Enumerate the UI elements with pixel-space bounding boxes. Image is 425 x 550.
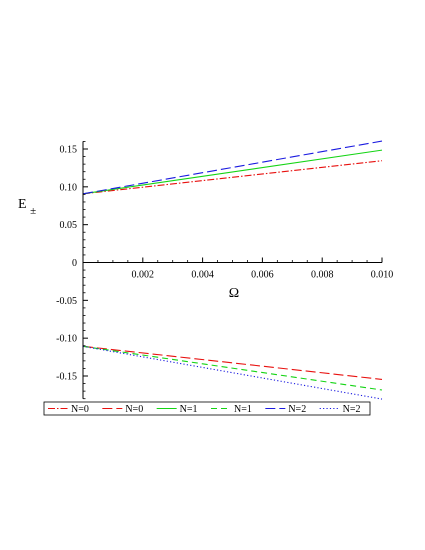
y-axis-label: E ± (18, 197, 36, 217)
x-tick-label: 0.004 (191, 270, 214, 281)
legend: N=0 N=0 N=1 N=1 N=2 N=2 (43, 401, 371, 416)
legend-label-3: N=1 (234, 404, 252, 415)
series-line-2 (82, 149, 383, 195)
y-tick-label: 0.05 (60, 220, 78, 231)
y-tick-label: 0 (72, 258, 77, 269)
y-tick-label: -0.05 (56, 296, 77, 307)
legend-label-0: N=0 (71, 404, 89, 415)
y-tick-label: -0.10 (56, 334, 77, 345)
y-axis-label-sub: ± (30, 205, 36, 217)
legend-label-2: N=1 (180, 404, 198, 415)
series-layer (82, 140, 383, 400)
x-tick-label: 0.006 (251, 270, 274, 281)
x-tick-label: 0.008 (311, 270, 334, 281)
x-tick-label: 0.010 (371, 270, 394, 281)
ticks-layer: 0.15 0.10 0.05 0 -0.05 -0.10 -0.15 0.002 0.004 0.… (56, 141, 394, 400)
legend-label-1: N=0 (125, 404, 143, 415)
y-tick-label: 0.10 (60, 182, 78, 193)
y-tick-label: 0.15 (60, 145, 78, 156)
series-line-3 (82, 345, 383, 391)
x-tick-label: 0.002 (132, 270, 155, 281)
x-axis-label: Ω (229, 286, 239, 301)
series-line-1 (82, 345, 383, 380)
series-line-5 (82, 345, 383, 400)
axes-layer (82, 141, 382, 399)
legend-label-5: N=2 (343, 404, 361, 415)
series-line-4 (82, 140, 383, 195)
legend-label-4: N=2 (288, 404, 306, 415)
series-line-0 (82, 160, 383, 195)
legend-box (43, 401, 371, 416)
y-axis-label-main: E (18, 197, 27, 212)
y-tick-label: -0.15 (56, 372, 77, 383)
